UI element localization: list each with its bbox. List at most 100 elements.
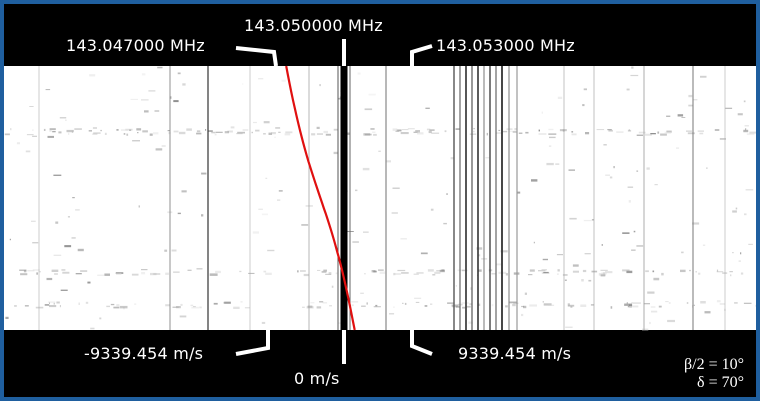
noise-speck (370, 128, 375, 130)
noise-speck (325, 273, 332, 275)
noise-speck (253, 121, 257, 124)
noise-speck (116, 304, 120, 307)
noise-speck (78, 302, 80, 305)
noise-speck (157, 66, 163, 69)
noise-speck (179, 315, 187, 318)
noise-speck (392, 128, 398, 131)
beta-parameter: β/2 = 10° (683, 356, 744, 373)
noise-speck (444, 130, 447, 133)
noise-speck (638, 131, 646, 134)
noise-speck (100, 129, 102, 132)
noise-speck (737, 113, 743, 116)
noise-speck (236, 133, 243, 135)
noise-speck (508, 130, 516, 132)
noise-speck (642, 328, 649, 331)
noise-speck (693, 304, 695, 306)
noise-speck (740, 252, 742, 255)
noise-speck (148, 90, 156, 92)
noise-speck (605, 174, 610, 176)
noise-speck (141, 272, 146, 275)
noise-speck (165, 272, 169, 275)
noise-speck (608, 129, 613, 132)
noise-speck (180, 303, 183, 306)
noise-speck (373, 306, 381, 308)
noise-speck (271, 132, 276, 135)
noise-speck (636, 245, 644, 247)
noise-speck (729, 271, 733, 273)
noise-speck (695, 271, 697, 273)
noise-speck (333, 151, 339, 155)
noise-speck (322, 302, 328, 304)
center-carrier-line (340, 66, 348, 330)
noise-speck (571, 133, 577, 136)
noise-speck (261, 321, 266, 324)
noise-speck (485, 157, 490, 159)
noise-speck (725, 107, 733, 109)
noise-speck (325, 133, 331, 136)
noise-speck (233, 306, 240, 309)
noise-speck (541, 269, 547, 271)
noise-speck (68, 132, 70, 135)
noise-speck (27, 270, 35, 272)
noise-speck (749, 131, 756, 134)
noise-speck (52, 130, 56, 133)
noise-speck (357, 72, 361, 75)
noise-speck (548, 133, 557, 135)
noise-speck (533, 241, 535, 244)
noise-speck (302, 306, 305, 308)
noise-speck (746, 133, 755, 136)
noise-speck (583, 88, 587, 91)
noise-speck (524, 292, 527, 295)
noise-speck (516, 191, 521, 194)
noise-speck (53, 174, 62, 176)
noise-speck (469, 303, 472, 306)
noise-speck (581, 279, 584, 282)
noise-speck (700, 75, 707, 78)
noise-speck (734, 302, 738, 304)
noise-speck (32, 242, 39, 244)
noise-speck (310, 302, 315, 304)
noise-speck (24, 305, 29, 307)
noise-speck (177, 72, 181, 75)
noise-speck (352, 304, 354, 307)
spectrogram-area (4, 66, 756, 330)
noise-speck (745, 189, 754, 191)
noise-speck (321, 270, 327, 273)
noise-speck (116, 272, 122, 275)
noise-speck (470, 287, 472, 290)
noise-speck (178, 131, 186, 135)
noise-speck (323, 130, 328, 134)
noise-speck (58, 131, 62, 134)
noise-speck (697, 130, 704, 132)
noise-speck (702, 244, 706, 246)
noise-speck (531, 179, 538, 182)
noise-speck (525, 131, 529, 134)
noise-speck (567, 303, 570, 306)
noise-speck (252, 231, 259, 234)
noise-speck (113, 306, 120, 309)
noise-speck (700, 301, 706, 304)
noise-speck (629, 305, 632, 308)
noise-speck (505, 305, 508, 308)
noise-speck (465, 305, 471, 308)
noise-speck (29, 106, 34, 107)
noise-speck (495, 132, 502, 134)
noise-speck (400, 238, 407, 240)
noise-speck (186, 128, 192, 131)
noise-speck (636, 170, 639, 172)
noise-speck (415, 130, 420, 133)
noise-speck (650, 133, 656, 135)
noise-speck (598, 273, 606, 276)
noise-speck (716, 271, 724, 273)
noise-speck (686, 302, 689, 304)
noise-speck (543, 303, 552, 306)
noise-speck (393, 306, 395, 308)
noise-speck (632, 305, 639, 308)
noise-speck (719, 303, 726, 305)
noise-speck (141, 269, 148, 271)
noise-speck (538, 270, 546, 272)
noise-speck (469, 133, 477, 135)
noise-speck (317, 269, 321, 271)
noise-speck (588, 279, 592, 282)
noise-speck (413, 273, 419, 275)
